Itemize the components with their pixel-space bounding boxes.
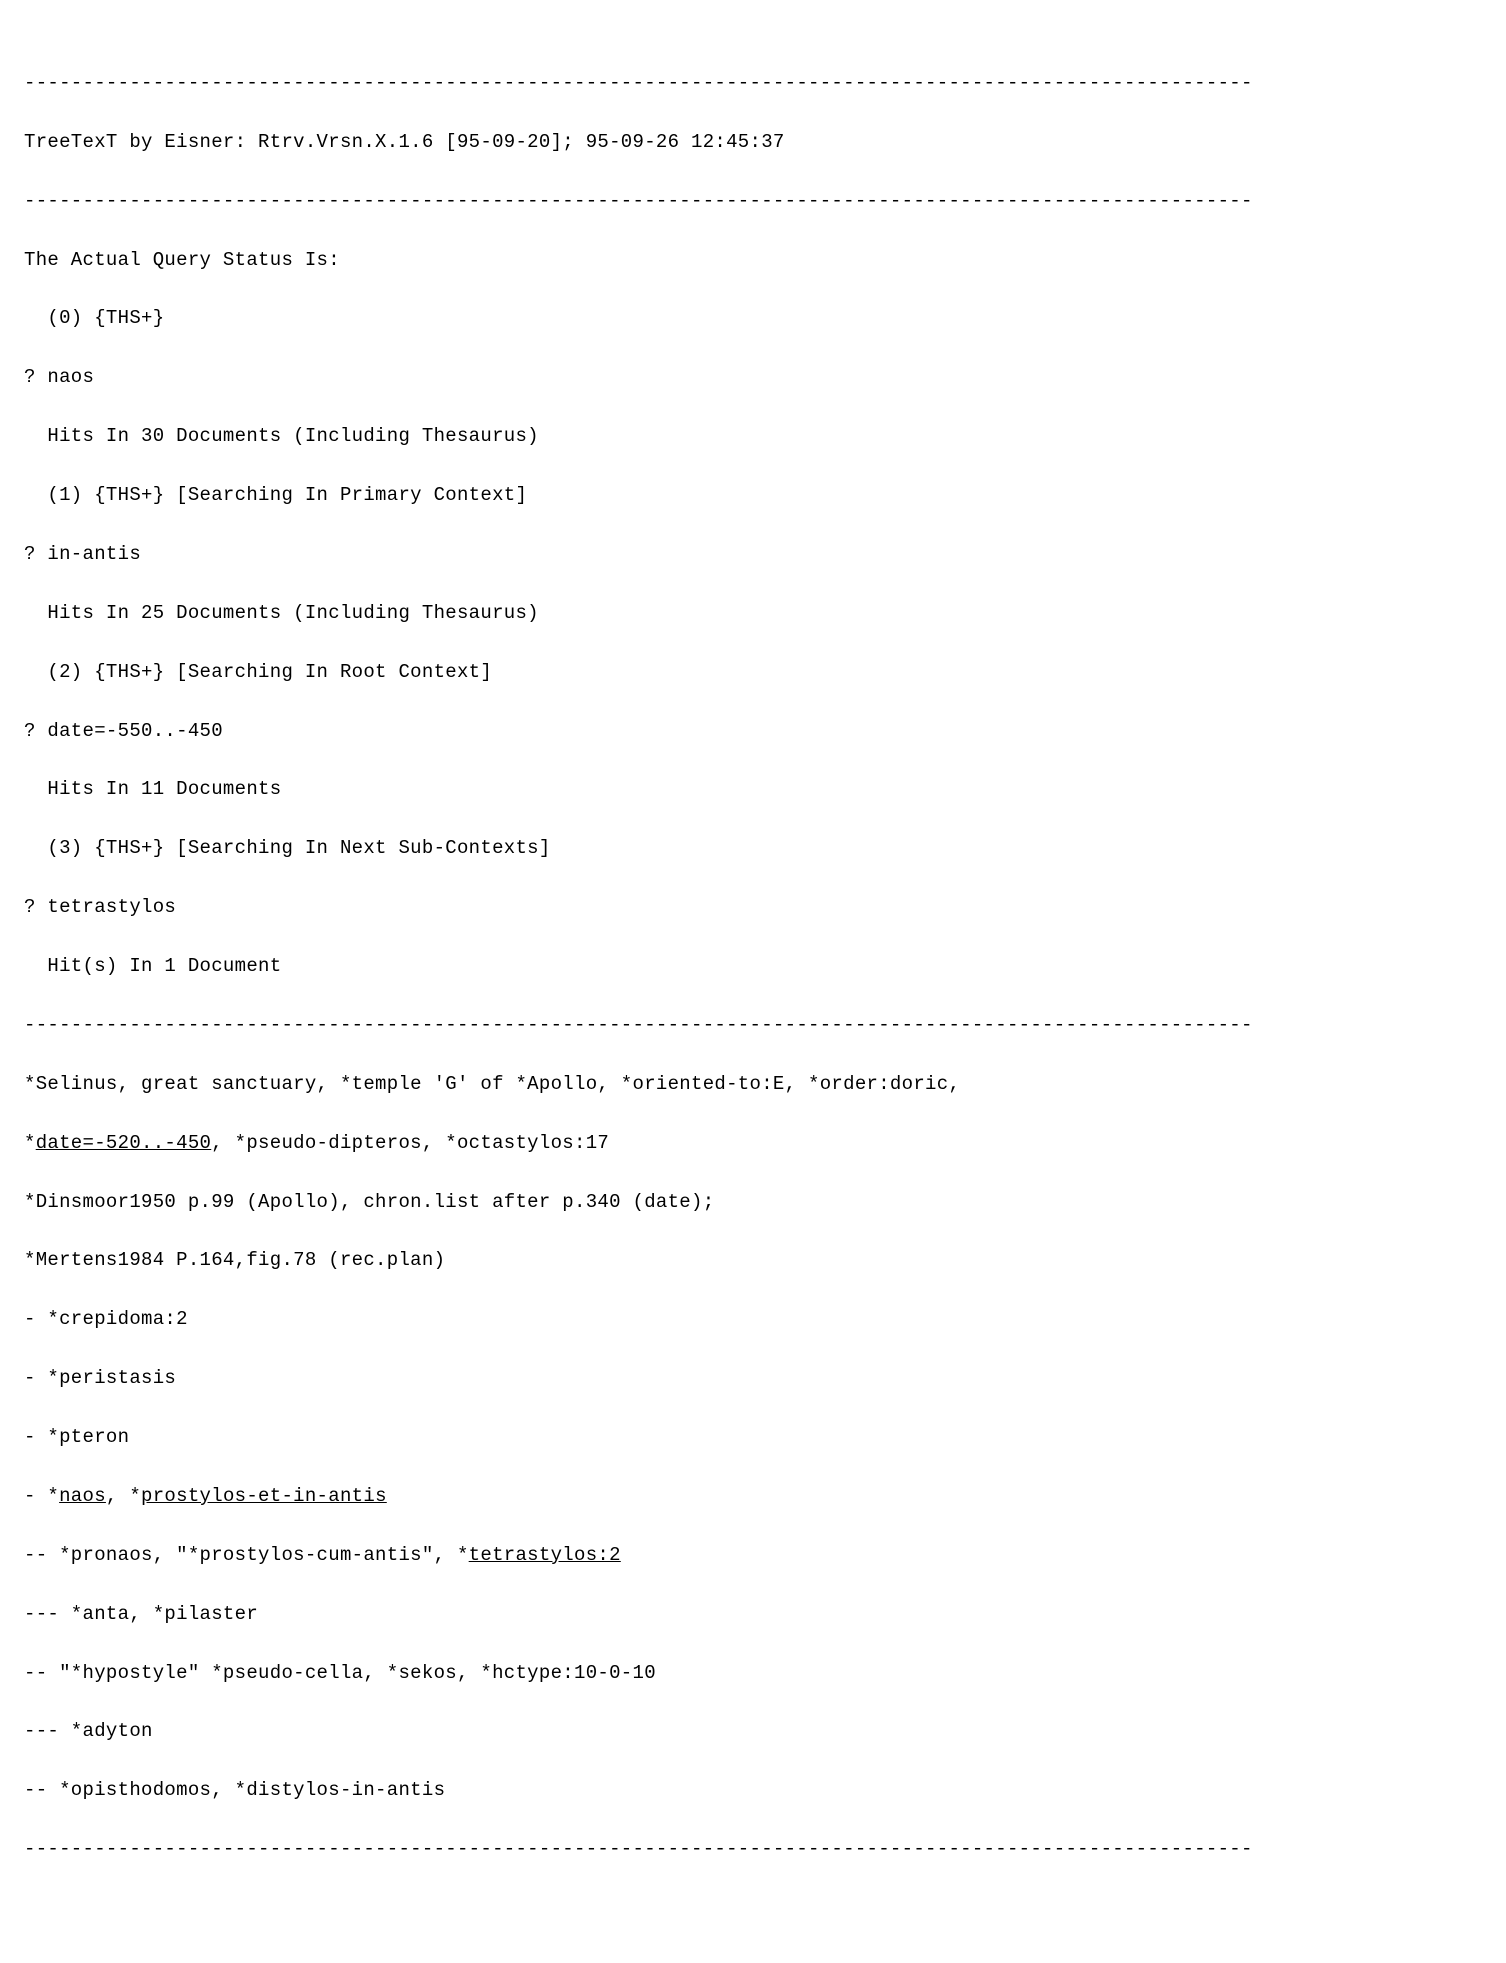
result-line-2-star: * xyxy=(24,1132,36,1154)
result-line-10: --- *anta, *pilaster xyxy=(24,1600,1482,1629)
top-divider: ----------------------------------------… xyxy=(24,69,1482,98)
result-line-5: - *crepidoma:2 xyxy=(24,1305,1482,1334)
query-hits-0: Hits In 30 Documents (Including Thesauru… xyxy=(24,422,1482,451)
query-prompt-1[interactable]: ? in-antis xyxy=(24,540,1482,569)
result-line-13: -- *opisthodomos, *distylos-in-antis xyxy=(24,1776,1482,1805)
result-line-3: *Dinsmoor1950 p.99 (Apollo), chron.list … xyxy=(24,1188,1482,1217)
result-line-7: - *pteron xyxy=(24,1423,1482,1452)
result-line-8: - *naos, *prostylos-et-in-antis xyxy=(24,1482,1482,1511)
result-tetrastylos-match: tetrastylos:2 xyxy=(469,1544,621,1566)
query-context-2: (3) {THS+} [Searching In Next Sub-Contex… xyxy=(24,834,1482,863)
result-line-12: --- *adyton xyxy=(24,1717,1482,1746)
result-divider-top: ----------------------------------------… xyxy=(24,1011,1482,1040)
result-line-1: *Selinus, great sanctuary, *temple 'G' o… xyxy=(24,1070,1482,1099)
result-line-2: *date=-520..-450, *pseudo-dipteros, *oct… xyxy=(24,1129,1482,1158)
header-title: TreeTexT by Eisner: Rtrv.Vrsn.X.1.6 [95-… xyxy=(24,128,1482,157)
query-context-1: (2) {THS+} [Searching In Root Context] xyxy=(24,658,1482,687)
result-line-9: -- *pronaos, "*prostylos-cum-antis", *te… xyxy=(24,1541,1482,1570)
query-prompt-3[interactable]: ? tetrastylos xyxy=(24,893,1482,922)
result-line-8-mid: , * xyxy=(106,1485,141,1507)
result-line-9-pre: -- *pronaos, "*prostylos-cum-antis", * xyxy=(24,1544,469,1566)
query-context-0: (1) {THS+} [Searching In Primary Context… xyxy=(24,481,1482,510)
query-prompt-2[interactable]: ? date=-550..-450 xyxy=(24,717,1482,746)
status-level-0: (0) {THS+} xyxy=(24,304,1482,333)
result-divider-bottom: ----------------------------------------… xyxy=(24,1835,1482,1864)
result-line-6: - *peristasis xyxy=(24,1364,1482,1393)
query-hits-1: Hits In 25 Documents (Including Thesauru… xyxy=(24,599,1482,628)
result-line-2-rest: , *pseudo-dipteros, *octastylos:17 xyxy=(211,1132,609,1154)
result-line-4: *Mertens1984 P.164,fig.78 (rec.plan) xyxy=(24,1246,1482,1275)
header-divider: ----------------------------------------… xyxy=(24,187,1482,216)
status-heading: The Actual Query Status Is: xyxy=(24,246,1482,275)
query-hits-2: Hits In 11 Documents xyxy=(24,775,1482,804)
result-line-11: -- "*hypostyle" *pseudo-cella, *sekos, *… xyxy=(24,1659,1482,1688)
result-line-8-pre: - * xyxy=(24,1485,59,1507)
result-naos-match: naos xyxy=(59,1485,106,1507)
query-prompt-0[interactable]: ? naos xyxy=(24,363,1482,392)
result-date-match: date=-520..-450 xyxy=(36,1132,212,1154)
query-hits-3: Hit(s) In 1 Document xyxy=(24,952,1482,981)
result-inantis-match: prostylos-et-in-antis xyxy=(141,1485,387,1507)
